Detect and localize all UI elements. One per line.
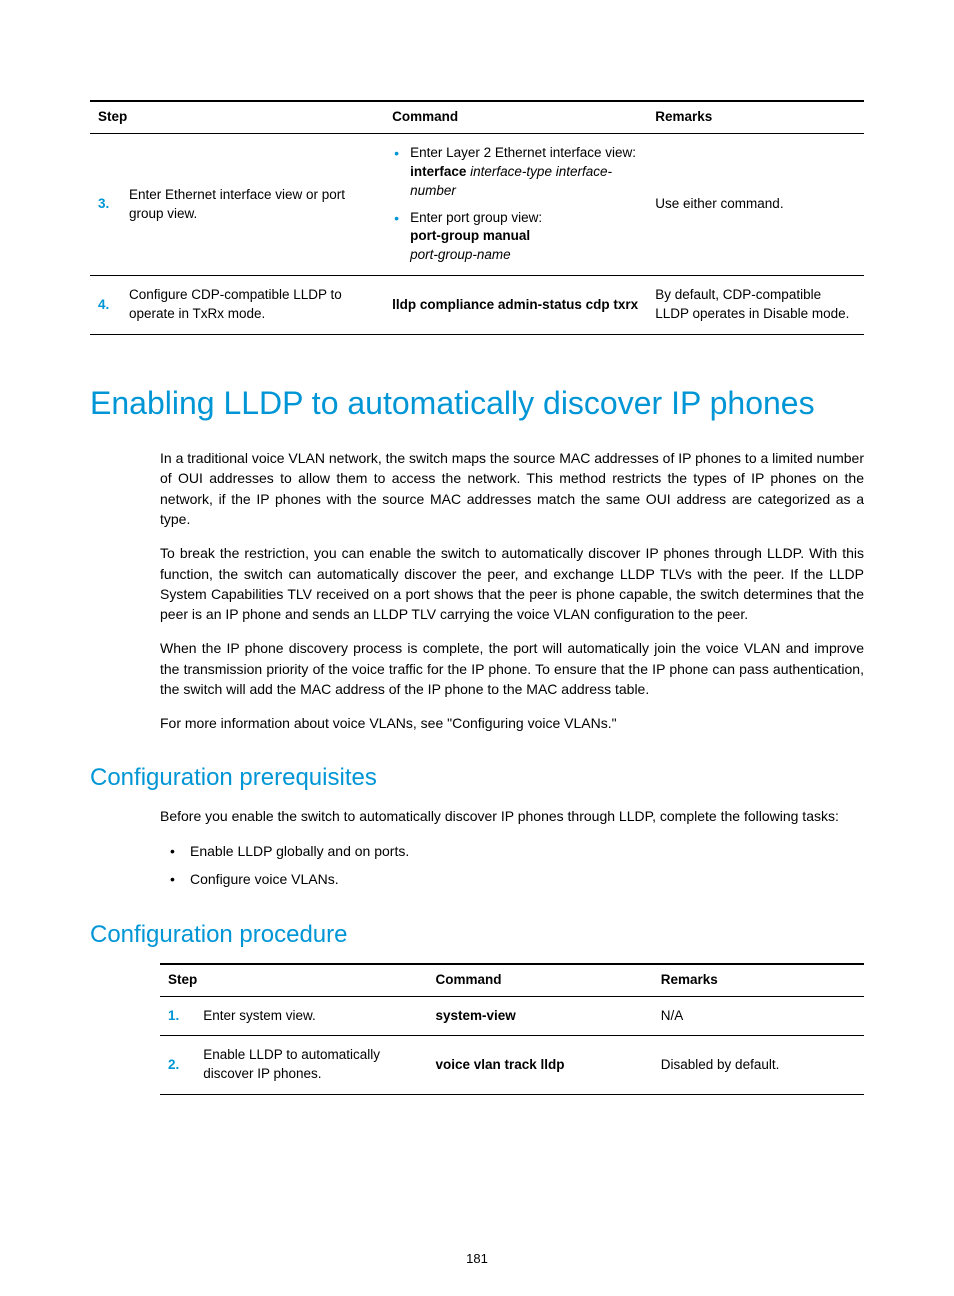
table1-header-remarks: Remarks [647,101,864,133]
table1-header-step: Step [90,101,384,133]
prerequisite-list: Enable LLDP globally and on ports. Confi… [160,840,864,891]
command-bold: interface [410,164,466,179]
command-bold: lldp compliance admin-status cdp txrx [384,276,647,335]
paragraph: To break the restriction, you can enable… [160,543,864,624]
command-italic: port-group-name [410,246,639,265]
section-heading-prerequisites: Configuration prerequisites [90,764,864,792]
table-row: 4. Configure CDP-compatible LLDP to oper… [90,276,864,335]
step-desc: Enter system view. [195,996,427,1036]
table-row: 2. Enable LLDP to automatically discover… [160,1036,864,1095]
table2-header-step: Step [160,964,428,996]
step-table-1: Step Command Remarks 3. Enter Ethernet i… [90,100,864,335]
remarks-cell: By default, CDP-compatible LLDP operates… [647,276,864,335]
paragraph: When the IP phone discovery process is c… [160,638,864,699]
list-item: Enable LLDP globally and on ports. [190,840,864,862]
command-intro: Enter port group view: [410,209,639,228]
step-table-2: Step Command Remarks 1. Enter system vie… [160,963,864,1096]
step-desc: Enable LLDP to automatically discover IP… [195,1036,427,1095]
command-intro: Enter Layer 2 Ethernet interface view: [410,144,639,163]
command-bold: port-group manual [410,227,639,246]
page-number: 181 [0,1251,954,1266]
paragraph: Before you enable the switch to automati… [160,806,864,826]
table2-header-command: Command [428,964,653,996]
paragraph: For more information about voice VLANs, … [160,713,864,733]
table2-header-remarks: Remarks [653,964,864,996]
step-number: 4. [90,276,121,335]
command-bold: system-view [428,996,653,1036]
table1-header-command: Command [384,101,647,133]
command-cell: Enter Layer 2 Ethernet interface view: i… [384,133,647,275]
remarks-cell: N/A [653,996,864,1036]
table-row: 3. Enter Ethernet interface view or port… [90,133,864,275]
remarks-cell: Use either command. [647,133,864,275]
page-title: Enabling LLDP to automatically discover … [90,385,864,422]
step-number: 1. [160,996,195,1036]
table-row: 1. Enter system view. system-view N/A [160,996,864,1036]
document-page: Step Command Remarks 3. Enter Ethernet i… [0,0,954,1296]
command-item: Enter port group view: port-group manual… [410,209,639,266]
list-item: Configure voice VLANs. [190,868,864,890]
step-desc: Enter Ethernet interface view or port gr… [121,133,384,275]
command-item: Enter Layer 2 Ethernet interface view: i… [410,144,639,201]
section-heading-procedure: Configuration procedure [90,921,864,949]
command-bold: voice vlan track lldp [428,1036,653,1095]
paragraph: In a traditional voice VLAN network, the… [160,448,864,529]
step-number: 3. [90,133,121,275]
step-number: 2. [160,1036,195,1095]
step-desc: Configure CDP-compatible LLDP to operate… [121,276,384,335]
remarks-cell: Disabled by default. [653,1036,864,1095]
